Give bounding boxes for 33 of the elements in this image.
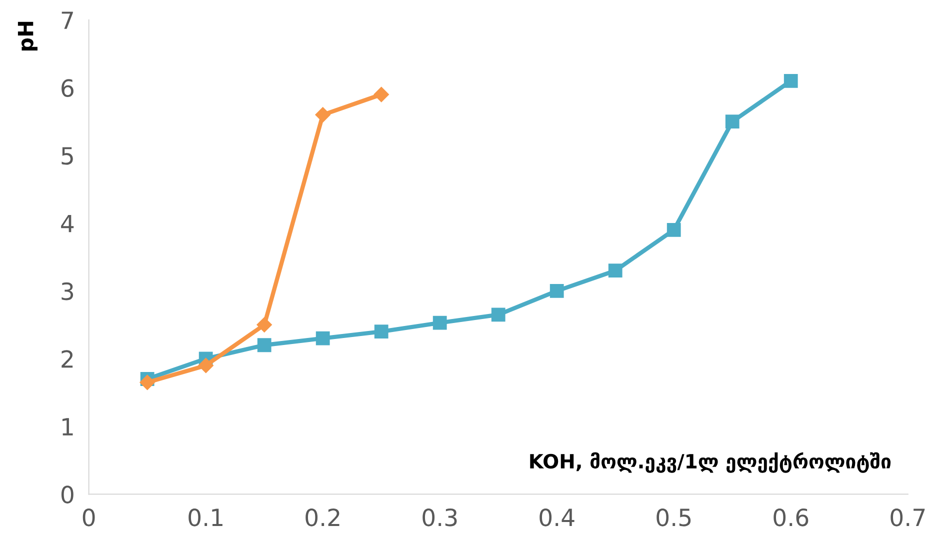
y-tick-label: 0 [61, 486, 74, 504]
y-tick-label: 3 [62, 282, 74, 300]
point [140, 374, 155, 390]
y-tick-label: 4 [61, 214, 74, 232]
point [256, 317, 272, 332]
point [315, 107, 330, 122]
x-tick-label: 0.7 [890, 508, 925, 526]
y-tick-label: 6 [62, 79, 74, 97]
point [257, 338, 272, 352]
y-tick-label: 1 [62, 418, 73, 436]
x-tick-label: 0.1 [188, 508, 222, 526]
x-tick-label: 0.5 [656, 508, 691, 526]
point [666, 223, 681, 237]
point [374, 324, 388, 339]
point [374, 86, 389, 102]
y-tick-label: 2 [62, 350, 73, 368]
point [491, 308, 506, 322]
point [725, 114, 740, 129]
y-tick-label: 7 [62, 12, 73, 29]
point [784, 74, 798, 88]
x-tick-label: 0.3 [422, 508, 457, 526]
point [550, 284, 564, 298]
y-tick-label: 5 [62, 147, 73, 165]
x-axis-title: KOH, მოლ.ეკვ/1ლ ელექტროლიტში [530, 452, 891, 473]
point [432, 316, 447, 330]
x-tick-label: 0.6 [774, 508, 808, 526]
point [316, 331, 330, 346]
x-tick-label: 0.2 [306, 508, 340, 526]
point [198, 358, 214, 374]
y-axis-title: pH [18, 22, 38, 51]
x-tick-label: 0.4 [540, 508, 574, 526]
point [608, 264, 622, 278]
x-tick-label: 0 [82, 508, 95, 526]
